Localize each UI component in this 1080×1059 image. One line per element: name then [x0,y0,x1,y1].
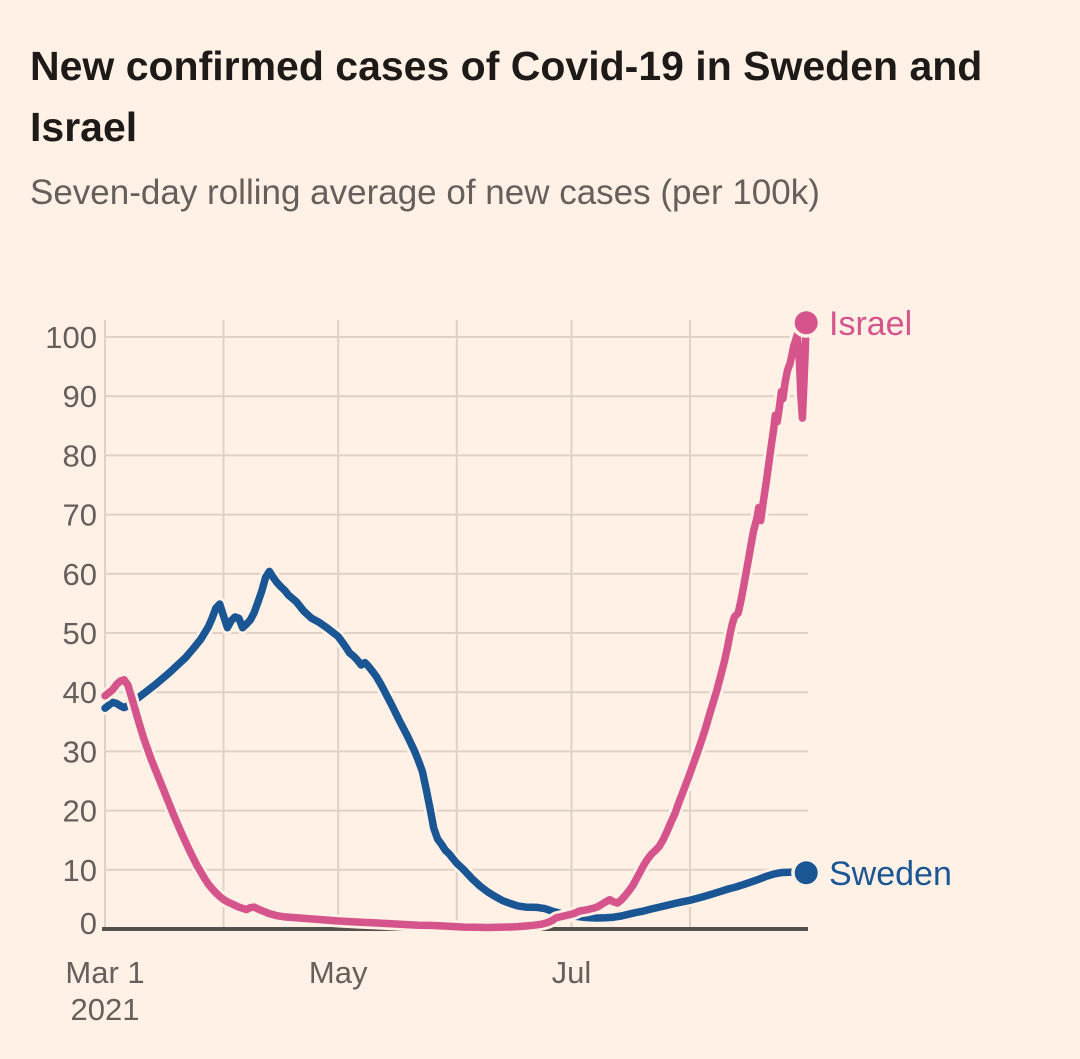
x-tick-sublabel: 2021 [71,992,140,1027]
sweden-line [101,567,810,922]
y-tick-label: 40 [63,675,97,710]
chart-subtitle: Seven-day rolling average of new cases (… [30,173,820,212]
y-tick-label: 90 [63,379,97,414]
y-tick-label: 80 [63,438,97,473]
chart-title: New confirmed cases of Covid-19 in Swede… [30,43,983,150]
y-tick-label: 50 [63,616,97,651]
sweden-endpoint-dot [794,861,818,885]
y-tick-label: 60 [63,557,97,592]
series-label-sweden: Sweden [829,855,952,893]
x-tick-label: Mar 1 [65,955,144,990]
y-tick-label: 0 [80,906,97,941]
israel-line [101,319,810,932]
y-tick-label: 10 [63,853,97,888]
x-tick-label: May [309,955,368,990]
israel-endpoint-dot [794,311,818,335]
y-tick-label: 70 [63,498,97,533]
x-tick-label: Jul [552,955,592,990]
y-tick-label: 100 [45,320,97,355]
y-tick-label: 20 [63,794,97,829]
y-tick-label: 30 [63,734,97,769]
series-label-israel: Israel [829,305,912,343]
